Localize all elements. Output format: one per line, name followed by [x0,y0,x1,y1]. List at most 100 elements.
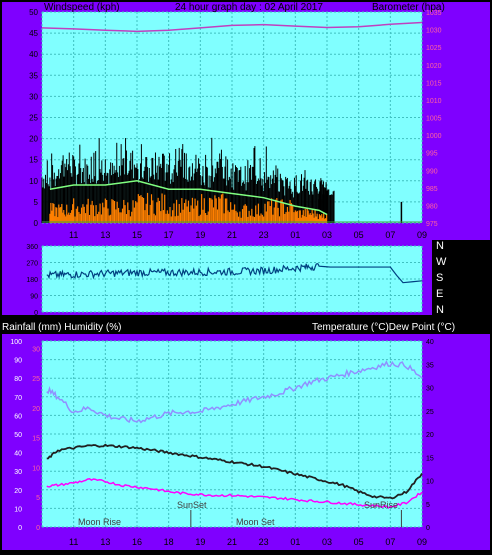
wind-y-tick: 50 [29,8,38,17]
baro-y-tick: 975 [426,221,438,228]
compass-letter-w: W [436,256,447,268]
compass-letter-n-bottom: N [436,304,444,316]
baro-y-tick: 1035 [426,10,442,17]
humidity-y-tick: 20 [14,488,22,495]
temp-x-tick: 09 [417,537,427,547]
baro-y-tick: 1030 [426,28,442,35]
wind-direction-line [46,263,423,284]
humidity-y-tick: 30 [14,469,22,476]
direction-y-tick: 0 [34,310,38,317]
moon-set-label: Moon Set [236,517,275,527]
temp-x-tick: 19 [195,537,205,547]
baro-y-tick: 990 [426,168,438,175]
wind-y-tick: 35 [29,71,38,80]
temp-x-tick: 03 [322,537,332,547]
rainfall-y-tick: 30 [32,346,40,353]
humidity-line [46,360,423,424]
wind-x-tick: 13 [100,230,110,240]
humidity-y-tick: 70 [14,395,22,402]
temp-x-tick: 18 [164,537,174,547]
wind-y-tick: 40 [29,50,38,59]
baro-y-tick: 995 [426,151,438,158]
wind-x-tick: 21 [227,230,237,240]
baro-y-tick: 1010 [426,98,442,105]
temperature-y-tick: 30 [426,386,434,393]
humidity-y-tick: 40 [14,451,22,458]
rain-humidity-axis-title: Rainfall (mm) Humidity (%) [2,322,121,333]
rainfall-y-tick: 15 [32,436,40,443]
moon-rise-label: Moon Rise [78,517,121,527]
baro-y-tick: 985 [426,186,438,193]
wind-y-tick: 45 [29,29,38,38]
temperature-line [46,443,423,500]
direction-y-tick: 90 [30,294,38,301]
wind-y-tick: 5 [34,198,39,207]
rainfall-y-tick: 5 [36,495,40,502]
temp-x-tick: 01 [290,537,300,547]
direction-y-tick: 360 [26,244,38,251]
rainfall-y-tick: 20 [32,406,40,413]
wind-y-tick: 15 [29,156,38,165]
humidity-y-tick: 100 [10,339,22,346]
temp-x-tick: 07 [385,537,395,547]
temp-x-tick: 05 [354,537,364,547]
wind-y-tick: 0 [34,219,39,228]
humidity-y-tick: 50 [14,432,22,439]
wind-x-tick: 01 [290,230,300,240]
baro-y-tick: 1015 [426,80,442,87]
baro-y-tick: 1000 [426,133,442,140]
dew-point-line [46,477,423,509]
wind-x-tick: 03 [322,230,332,240]
temp-x-tick: 13 [100,537,110,547]
humidity-y-tick: 80 [14,376,22,383]
temperature-y-tick: 40 [426,339,434,346]
direction-y-tick: 270 [26,261,38,268]
temperature-y-tick: 25 [426,409,434,416]
wind-y-tick: 25 [29,114,38,123]
humidity-y-tick: 90 [14,358,22,365]
wind-y-tick: 20 [29,135,38,144]
baro-y-tick: 1020 [426,63,442,70]
compass-letter-s: S [436,272,443,284]
compass-letter-n-top: N [436,240,444,252]
barometer-line [41,21,423,33]
baro-y-tick: 1005 [426,116,442,123]
temperature-y-tick: 0 [426,525,430,532]
wind-x-tick: 09 [417,230,427,240]
wind-x-tick: 15 [132,230,142,240]
wind-axis-title: Windspeed (kph) [44,2,120,13]
baro-y-tick: 980 [426,203,438,210]
compass-letter-e: E [436,288,443,300]
temperature-y-tick: 10 [426,479,434,486]
wind-x-tick: 07 [385,230,395,240]
wind-x-tick: 23 [259,230,269,240]
temp-x-tick: 11 [69,537,78,547]
temp-x-tick: 23 [259,537,269,547]
graph-title: 24 hour graph day : 02 April 2017 [175,2,323,13]
temperature-y-tick: 20 [426,432,434,439]
temperature-y-tick: 5 [426,502,430,509]
sunrise-label: SunRise [364,500,398,510]
temp-x-tick: 21 [227,537,237,547]
temp-x-tick: 16 [132,537,142,547]
rainfall-y-tick: 10 [32,465,40,472]
sunset-label: SunSet [177,500,207,510]
temperature-y-tick: 15 [426,455,434,462]
humidity-y-tick: 10 [14,506,22,513]
wind-x-tick: 05 [354,230,364,240]
wind-y-tick: 30 [29,92,38,101]
wind-average-line [49,180,328,216]
rainfall-y-tick: 0 [36,525,40,532]
temp-dew-axis-title: Temperature (°C)Dew Point (°C) [312,322,455,333]
wind-x-tick: 17 [164,230,174,240]
wind-x-tick: 19 [195,230,205,240]
humidity-y-tick: 60 [14,413,22,420]
baro-y-tick: 1025 [426,45,442,52]
humidity-y-tick: 0 [18,525,22,532]
wind-x-tick: 11 [69,230,78,240]
wind-y-tick: 10 [29,177,38,186]
barometer-axis-title: Barometer (hpa) [372,2,445,13]
rainfall-y-tick: 25 [32,376,40,383]
direction-y-tick: 180 [26,277,38,284]
